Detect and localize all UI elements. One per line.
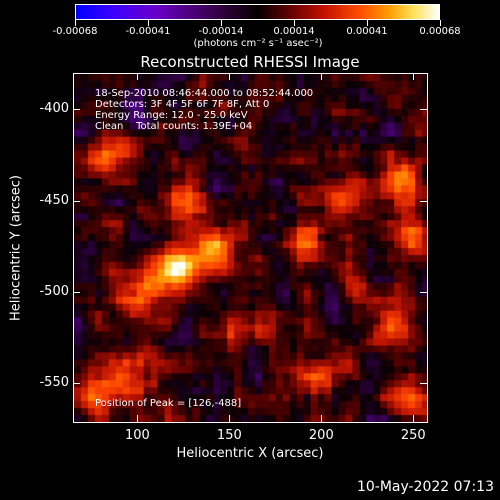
x-tick <box>229 415 231 422</box>
colorbar-tick-label: -0.00014 <box>198 26 244 37</box>
colorbar-tick-label: 0.00041 <box>346 26 388 37</box>
annotation-peak: Position of Peak = [126,-488] <box>95 398 242 409</box>
y-tick <box>420 200 427 202</box>
annotation-detectors: Detectors: 3F 4F 5F 6F 7F 8F, Att 0 <box>95 99 270 110</box>
x-tick <box>137 415 139 422</box>
colorbar-tick-label: -0.00041 <box>125 26 171 37</box>
annotation-time-range: 18-Sep-2010 08:46:44.000 to 08:52:44.000 <box>95 88 314 99</box>
x-tick-label: 200 <box>308 428 334 443</box>
x-tick <box>321 73 323 80</box>
colorbar-tick <box>75 20 76 26</box>
y-tick <box>73 382 80 384</box>
y-tick-label: -400 <box>39 101 69 117</box>
y-tick <box>73 109 80 111</box>
colorbar-tick <box>221 20 222 26</box>
image-plot: 18-Sep-2010 08:46:44.000 to 08:52:44.000… <box>73 73 428 423</box>
colorbar-tick-label: -0.00068 <box>52 26 98 37</box>
colorbar-tick-label: 0.00068 <box>419 26 461 37</box>
y-axis-title: Heliocentric Y (arcsec) <box>8 175 24 321</box>
image-title: Reconstructed RHESSI Image <box>140 53 360 71</box>
colorbar-units: (photons cm⁻² s⁻¹ asec⁻²) <box>193 38 323 49</box>
annotation-clean: Clean Total counts: 1.39E+04 <box>95 121 253 132</box>
colorbar-tick <box>440 20 441 26</box>
x-tick-label: 150 <box>216 428 242 443</box>
x-tick-label: 250 <box>400 428 426 443</box>
x-tick <box>321 415 323 422</box>
colorbar-tick-label: 0.00014 <box>273 26 315 37</box>
y-tick-label: -500 <box>39 283 69 299</box>
y-tick-label: -450 <box>39 192 69 208</box>
y-tick <box>73 200 80 202</box>
y-tick-label: -550 <box>39 374 69 390</box>
colorbar-tick <box>148 20 149 26</box>
rhessi-image-heatmap <box>74 74 427 422</box>
annotation-energy: Energy Range: 12.0 - 25.0 keV <box>95 110 248 121</box>
x-tick <box>413 415 415 422</box>
x-tick <box>413 73 415 80</box>
x-tick <box>137 73 139 80</box>
generation-timestamp: 10-May-2022 07:13 <box>356 479 494 495</box>
y-tick <box>420 291 427 293</box>
x-axis-title: Heliocentric X (arcsec) <box>176 446 324 461</box>
x-tick-label: 100 <box>124 428 150 443</box>
colorbar-tick <box>294 20 295 26</box>
y-tick <box>420 109 427 111</box>
y-tick <box>420 382 427 384</box>
y-tick <box>73 291 80 293</box>
colorbar-tick <box>367 20 368 26</box>
x-tick <box>229 73 231 80</box>
colorbar <box>75 4 440 20</box>
